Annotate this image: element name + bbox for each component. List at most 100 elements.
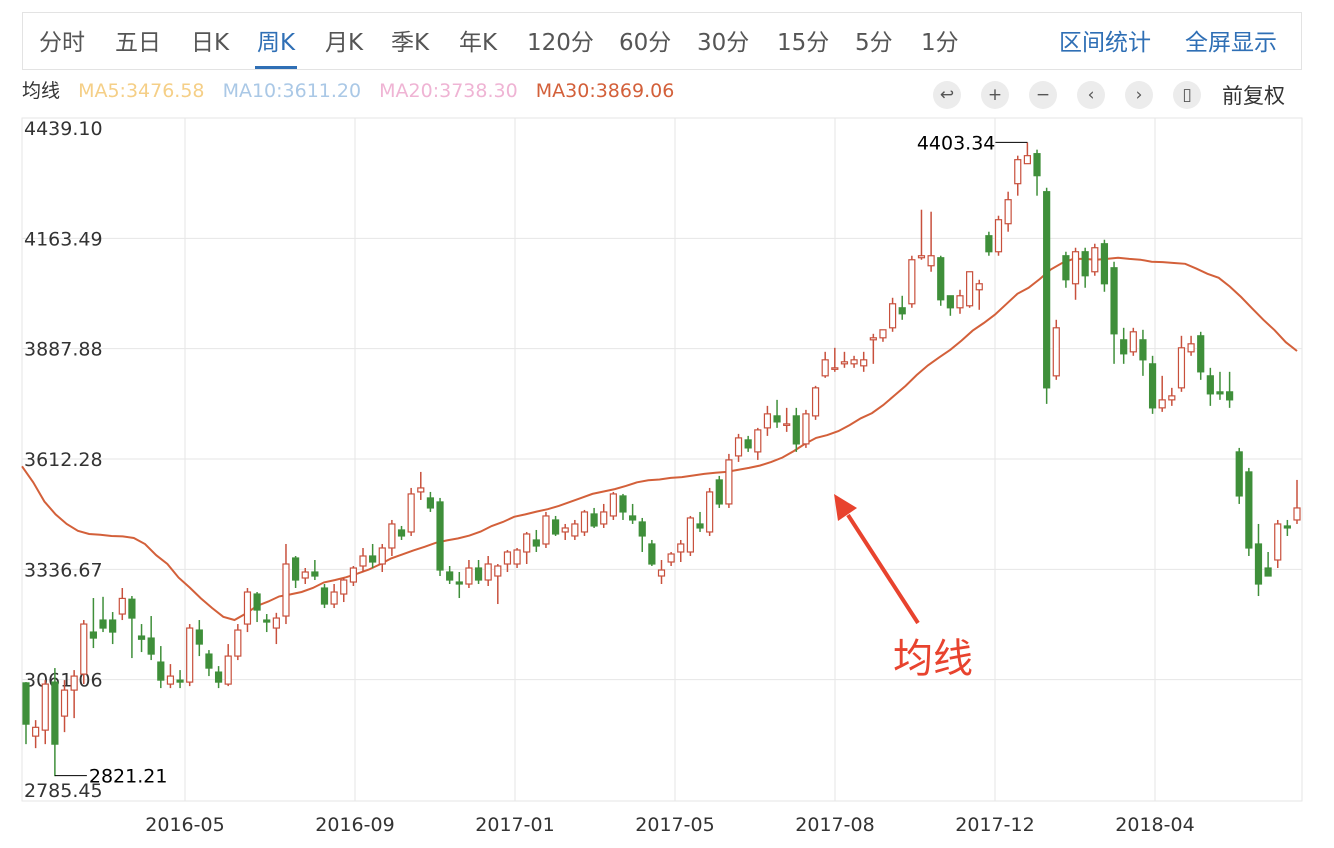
candle-body [369,555,377,563]
annotation-label: 均线 [893,636,973,682]
candle [898,295,906,320]
candle [263,614,271,633]
candle-body [80,623,88,675]
tab-yearly-k[interactable]: 年K [459,30,498,56]
candle-body [706,491,714,533]
y-tick-label: 3061.06 [24,670,103,692]
x-tick-label: 2017-01 [475,814,554,836]
candle [754,427,762,460]
candle [677,539,685,562]
candle-body [282,563,290,617]
candle [744,435,752,452]
undo-icon[interactable]: ↩ [933,81,961,109]
candle-body [407,493,415,533]
tab-weekly-k[interactable]: 周K [254,13,298,69]
candle-body [725,459,733,505]
candle [696,511,704,532]
candle-body [542,515,550,545]
candle-body [166,675,175,685]
candle [1023,142,1031,165]
tab-five-day[interactable]: 五日 [115,30,161,56]
tab-daily-k[interactable]: 日K [191,30,230,56]
candle [850,355,858,368]
chevron-left-icon[interactable]: ‹ [1077,81,1105,109]
candle-body [1100,243,1109,285]
candle-body [1274,523,1282,561]
candle-body [773,415,781,423]
candle [821,351,829,378]
candle [888,297,897,332]
candle-body [523,533,531,553]
candle-body [1052,327,1060,377]
candle-body [590,513,598,527]
candle [966,271,974,308]
candle [706,487,714,536]
candle-body [1071,251,1080,285]
ma-legend-label: 均线 [22,80,61,102]
interval-stats-link[interactable]: 区间统计 [1059,30,1151,56]
candle-body [118,597,126,615]
candle [474,559,483,585]
candle [1187,335,1195,356]
candle-body [378,547,386,565]
zoom-in-icon[interactable]: + [981,81,1009,109]
candle-body [70,675,78,691]
tab-quarterly-k[interactable]: 季K [391,30,430,56]
tab-120min[interactable]: 120分 [527,30,594,56]
candle [340,578,348,603]
candle [937,255,945,306]
candle-body [609,493,617,517]
candle [811,385,820,420]
candle [648,539,656,566]
candle-body [811,387,820,417]
candle-toggle-icon[interactable]: ▯ [1173,81,1201,109]
candle-body [956,295,964,309]
x-tick-label: 2016-05 [145,814,224,836]
x-tick-label: 2017-12 [955,814,1034,836]
candle [282,543,290,625]
candle [619,493,627,520]
fullscreen-link[interactable]: 全屏显示 [1185,30,1277,56]
y-tick-label: 2785.45 [24,780,103,802]
tab-30min[interactable]: 30分 [697,30,750,56]
tab-15min[interactable]: 15分 [777,30,830,56]
candle-body [561,527,569,533]
candle [137,624,146,653]
candle [311,559,319,581]
tab-1min[interactable]: 1分 [921,30,959,56]
candle [272,612,280,645]
chevron-right-icon[interactable]: › [1125,81,1153,109]
candle-body [1168,395,1176,401]
candle-body [214,671,223,683]
candle [301,567,309,585]
adjust-mode-button[interactable]: 前复权 [1222,84,1285,108]
candle [571,519,579,540]
candle-body [619,495,627,513]
y-tick-label: 3612.28 [24,449,103,471]
candle-body [532,539,540,547]
tab-monthly-k[interactable]: 月K [325,30,364,56]
candle-body [946,295,954,309]
candle [455,572,463,599]
tab-minute[interactable]: 分时 [39,30,85,56]
candle [1148,355,1157,414]
x-axis-labels: 2016-05 2016-09 2017-01 2017-05 2017-08 2017-… [145,814,1194,836]
candle-body [292,557,300,581]
candle-body [1110,267,1118,335]
tab-60min[interactable]: 60分 [619,30,672,56]
candle-body [1254,543,1263,585]
candle-body [648,543,656,565]
zoom-out-icon[interactable]: − [1029,81,1057,109]
candle-body [657,569,666,577]
candle [802,409,810,448]
candle-body [860,359,868,367]
candle-body [234,629,242,657]
candle [1293,479,1301,524]
candle-body [879,329,887,339]
candle [359,547,367,573]
y-tick-label: 4163.49 [24,228,103,250]
candle-body [32,726,40,737]
tab-5min[interactable]: 5分 [855,30,893,56]
candle [831,347,839,372]
candle-body [301,571,309,579]
